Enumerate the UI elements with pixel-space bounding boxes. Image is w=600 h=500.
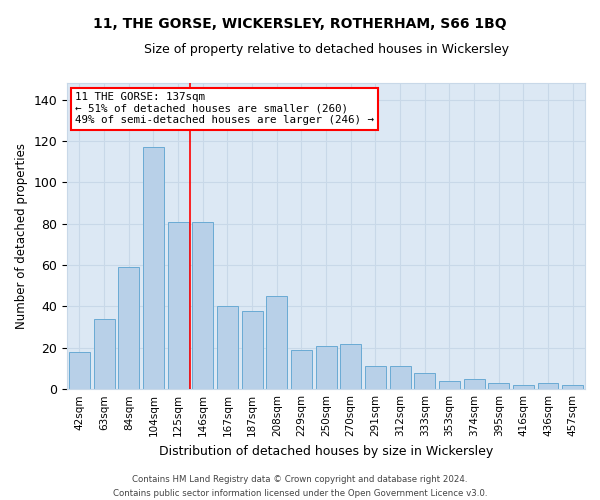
Bar	[266, 296, 287, 389]
Bar	[414, 372, 435, 389]
Bar	[389, 366, 410, 389]
Bar	[167, 222, 188, 389]
X-axis label: Distribution of detached houses by size in Wickersley: Distribution of detached houses by size …	[159, 444, 493, 458]
Bar	[291, 350, 312, 389]
Bar	[365, 366, 386, 389]
Bar	[316, 346, 337, 389]
Bar	[340, 344, 361, 389]
Bar	[488, 383, 509, 389]
Bar	[464, 379, 485, 389]
Text: Contains HM Land Registry data © Crown copyright and database right 2024.
Contai: Contains HM Land Registry data © Crown c…	[113, 476, 487, 498]
Y-axis label: Number of detached properties: Number of detached properties	[15, 143, 28, 329]
Bar	[192, 222, 213, 389]
Bar	[513, 385, 534, 389]
Bar	[562, 385, 583, 389]
Title: Size of property relative to detached houses in Wickersley: Size of property relative to detached ho…	[143, 42, 509, 56]
Bar	[69, 352, 90, 389]
Bar	[143, 147, 164, 389]
Bar	[94, 319, 115, 389]
Bar	[538, 383, 559, 389]
Bar	[242, 310, 263, 389]
Bar	[439, 381, 460, 389]
Bar	[217, 306, 238, 389]
Text: 11 THE GORSE: 137sqm
← 51% of detached houses are smaller (260)
49% of semi-deta: 11 THE GORSE: 137sqm ← 51% of detached h…	[75, 92, 374, 126]
Text: 11, THE GORSE, WICKERSLEY, ROTHERHAM, S66 1BQ: 11, THE GORSE, WICKERSLEY, ROTHERHAM, S6…	[93, 18, 507, 32]
Bar	[118, 267, 139, 389]
